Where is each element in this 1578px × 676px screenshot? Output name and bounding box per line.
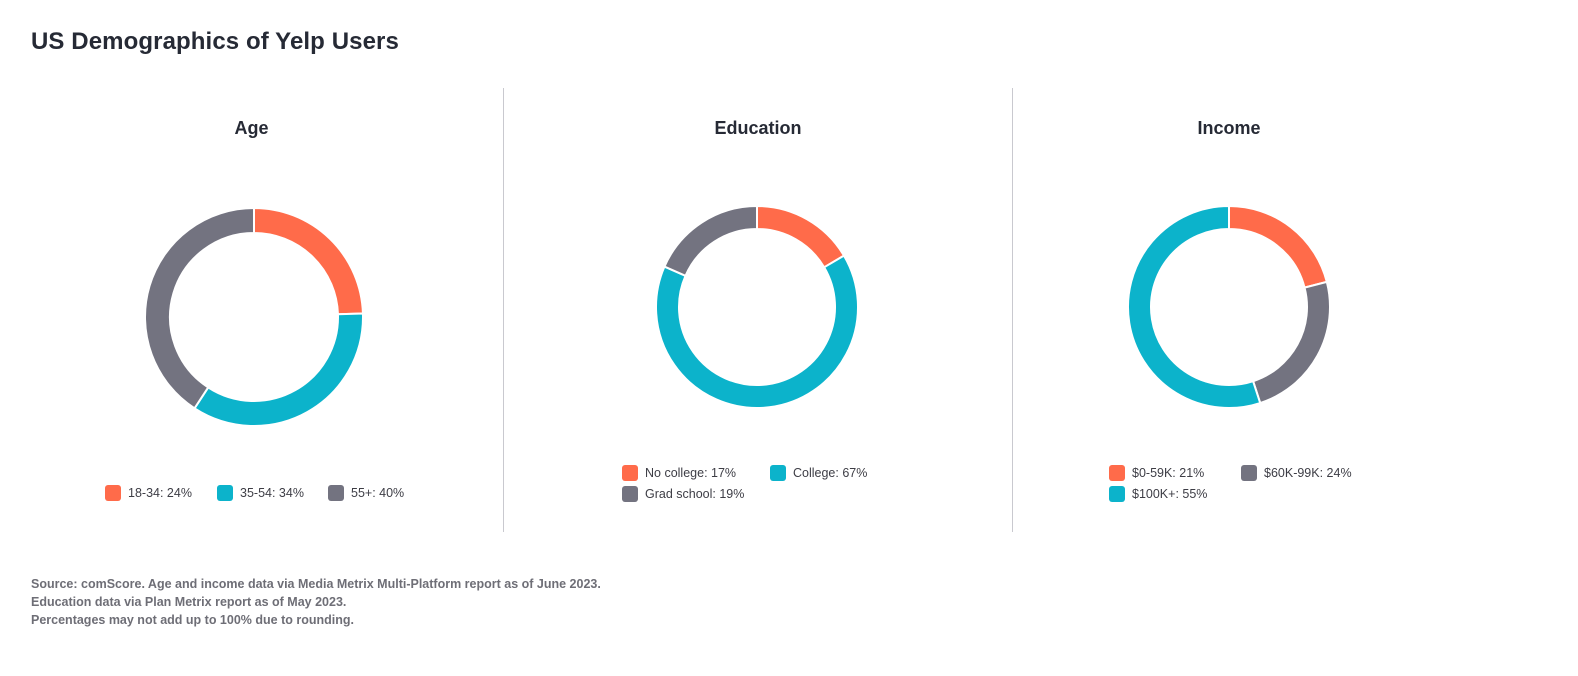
legend-label: $60K-99K: 24% bbox=[1264, 466, 1352, 480]
donut-slice bbox=[756, 205, 845, 269]
donut-slice bbox=[1228, 205, 1328, 289]
panel-divider bbox=[503, 88, 504, 532]
panel-divider bbox=[1012, 88, 1013, 532]
legend-swatch bbox=[328, 485, 344, 501]
legend-swatch bbox=[770, 465, 786, 481]
legend-swatch bbox=[1109, 486, 1125, 502]
donut-slice bbox=[655, 254, 859, 409]
income-chart-panel: Income $0-59K: 21% $60K-99K: 24% $100K+:… bbox=[1013, 88, 1445, 532]
legend-label: 55+: 40% bbox=[351, 486, 405, 500]
footnote-line: Education data via Plan Metrix report as… bbox=[31, 595, 347, 609]
legend-item: $0-59K: 21% bbox=[1109, 465, 1204, 481]
education-chart-panel: Education No college: 17% College: 67% G… bbox=[504, 88, 1012, 532]
legend-item: 18-34: 24% bbox=[105, 485, 192, 501]
footnote-line: Source: comScore. Age and income data vi… bbox=[31, 577, 601, 591]
legend-item: Grad school: 19% bbox=[622, 486, 744, 502]
legend-label: Grad school: 19% bbox=[645, 487, 745, 501]
chart-title: Education bbox=[714, 118, 802, 138]
donut-slice bbox=[1127, 205, 1262, 409]
donut-slice bbox=[663, 205, 758, 277]
legend-item: 35-54: 34% bbox=[217, 485, 304, 501]
education-donut-chart bbox=[655, 205, 859, 409]
legend-label: $0-59K: 21% bbox=[1132, 466, 1205, 480]
donut-slice bbox=[253, 207, 364, 316]
legend-item: No college: 17% bbox=[622, 465, 736, 481]
legend-item: $60K-99K: 24% bbox=[1241, 465, 1352, 481]
legend-swatch bbox=[1241, 465, 1257, 481]
chart-title: Age bbox=[234, 118, 269, 138]
legend-item: $100K+: 55% bbox=[1109, 486, 1207, 502]
donut-slice bbox=[144, 207, 255, 410]
legend-label: 35-54: 34% bbox=[240, 486, 304, 500]
legend-swatch bbox=[105, 485, 121, 501]
source-footnote: Source: comScore. Age and income data vi… bbox=[31, 575, 601, 629]
legend-swatch bbox=[622, 486, 638, 502]
legend-swatch bbox=[1109, 465, 1125, 481]
donut-slice bbox=[1252, 280, 1331, 405]
age-donut-chart bbox=[144, 207, 364, 427]
legend-label: $100K+: 55% bbox=[1132, 487, 1208, 501]
legend-swatch bbox=[217, 485, 233, 501]
legend-label: 18-34: 24% bbox=[128, 486, 192, 500]
legend-swatch bbox=[622, 465, 638, 481]
legend-label: No college: 17% bbox=[645, 466, 737, 480]
footnote-line: Percentages may not add up to 100% due t… bbox=[31, 613, 354, 627]
legend-item: 55+: 40% bbox=[328, 485, 404, 501]
legend-item: College: 67% bbox=[770, 465, 867, 481]
legend-label: College: 67% bbox=[793, 466, 868, 480]
page-title: US Demographics of Yelp Users bbox=[31, 28, 399, 55]
age-chart-panel: Age 18-34: 24% 35-54: 34% 55+: 40% bbox=[0, 88, 503, 532]
donut-slice bbox=[193, 312, 364, 427]
income-donut-chart bbox=[1127, 205, 1331, 409]
chart-title: Income bbox=[1197, 118, 1261, 138]
